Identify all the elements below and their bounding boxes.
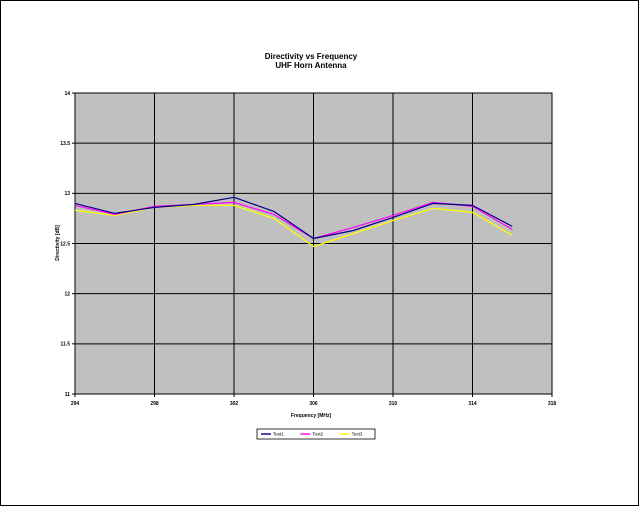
y-tick-label: 12 [64, 291, 70, 297]
legend-label: Test3 [352, 432, 363, 437]
y-tick-label: 11 [65, 392, 71, 398]
legend-box [256, 428, 376, 440]
series-line-test1 [74, 196, 513, 240]
chart-subtitle: UHF Horn Antenna [275, 61, 347, 70]
x-tick-label: 294 [71, 401, 80, 407]
legend-label: Test1 [273, 432, 284, 437]
x-tick-label: 314 [468, 401, 477, 407]
y-tick-label: 14 [64, 91, 70, 97]
series-lines [74, 196, 513, 248]
y-tick-label: 11.5 [61, 342, 71, 348]
x-tick-label: 306 [309, 401, 318, 407]
y-tick-label: 13.5 [60, 141, 70, 147]
y-axis-label: Directivity [dB] [55, 225, 61, 261]
y-tick-label: 12.5 [60, 241, 70, 247]
x-tick-label: 302 [230, 401, 239, 407]
x-axis-ticks: 294 298 302 306 310 314 318 [71, 394, 557, 407]
legend: Test1 Test2 Test3 [256, 428, 376, 440]
x-tick-label: 318 [548, 401, 557, 407]
grid [75, 93, 552, 394]
x-tick-label: 310 [389, 401, 398, 407]
y-axis-ticks: 11 11.5 12 12.5 13 13.5 14 [60, 91, 75, 398]
legend-label: Test2 [312, 432, 323, 437]
chart-title: Directivity vs Frequency [265, 52, 358, 61]
x-axis-label: Frequency [MHz] [291, 413, 332, 419]
x-tick-label: 298 [150, 401, 159, 407]
series-line-test2 [74, 201, 513, 240]
y-tick-label: 13 [64, 191, 70, 197]
